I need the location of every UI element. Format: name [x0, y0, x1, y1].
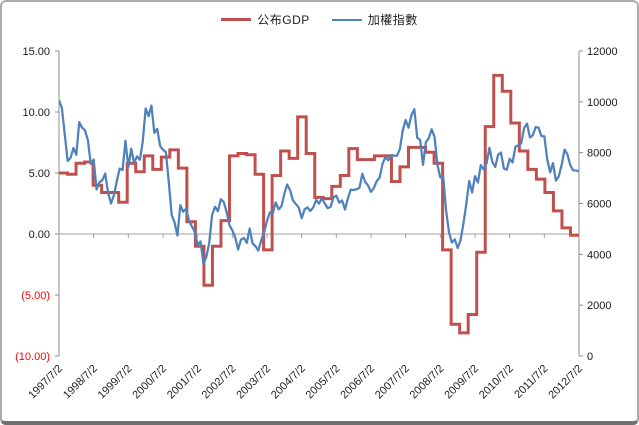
left-axis-tick-label: (5.00) — [21, 290, 50, 302]
right-axis-tick-label: 12000 — [587, 46, 618, 58]
right-axis-tick-label: 8000 — [587, 148, 611, 160]
gdp-series-line — [59, 73, 579, 335]
x-axis-tick-label: 1999/7/2 — [96, 363, 135, 402]
x-axis-tick-label: 2012/7/2 — [546, 363, 585, 402]
left-axis-tick-label: 15.00 — [22, 46, 50, 58]
x-axis-tick-label: 2003/7/2 — [234, 363, 273, 402]
weighted-index-series-line — [59, 99, 579, 265]
x-axis-tick-label: 2007/7/2 — [373, 363, 412, 402]
x-axis-tick-label: 1998/7/2 — [61, 363, 100, 402]
x-axis-tick-label: 2006/7/2 — [338, 363, 377, 402]
x-axis-tick-label: 2002/7/2 — [200, 363, 239, 402]
left-axis-tick-label: 5.00 — [29, 168, 50, 180]
right-axis-tick-label: 4000 — [587, 249, 611, 261]
x-axis-tick-label: 2010/7/2 — [477, 363, 516, 402]
x-axis-tick-label: 2011/7/2 — [512, 363, 550, 401]
right-axis-tick-label: 6000 — [587, 199, 611, 211]
right-axis-tick-label: 2000 — [587, 300, 611, 312]
right-axis-tick-label: 0 — [587, 351, 593, 363]
x-axis-tick-label: 2009/7/2 — [442, 363, 481, 402]
x-axis-tick-label: 2004/7/2 — [269, 363, 308, 402]
x-axis-tick-label: 1997/7/2 — [26, 363, 65, 402]
x-axis-tick-label: 2001/7/2 — [165, 363, 204, 402]
x-axis-tick-label: 2008/7/2 — [408, 363, 447, 402]
left-axis-tick-label: 0.00 — [29, 229, 50, 241]
right-axis-tick-label: 10000 — [587, 97, 618, 109]
left-axis-tick-label: (10.00) — [15, 351, 50, 363]
left-axis-tick-label: 10.00 — [22, 107, 50, 119]
x-axis-tick-label: 2000/7/2 — [130, 363, 169, 402]
x-axis-tick-label: 2005/7/2 — [304, 363, 343, 402]
